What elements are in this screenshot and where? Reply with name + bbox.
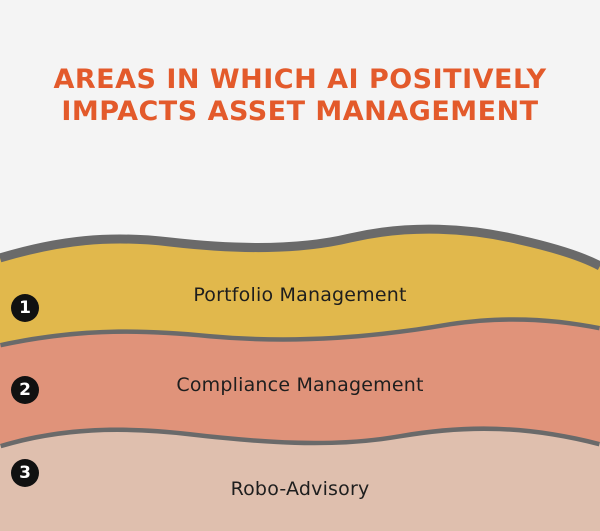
layer-3-label: Robo-Advisory [230,478,370,500]
layer-3-band [0,426,600,531]
layer-1-label: Portfolio Management [193,284,407,306]
layer-1-border [0,224,600,270]
layer-1-number-badge: 1 [11,294,39,322]
layer-1-band [0,229,600,343]
title-line-1: AREAS IN WHICH AI POSITIVELY [53,64,547,95]
page-title: AREAS IN WHICH AI POSITIVELY IMPACTS ASS… [0,64,600,128]
title-line-2: IMPACTS ASSET MANAGEMENT [61,96,539,127]
layer-2-label: Compliance Management [176,374,424,396]
layer-3-border [0,421,600,449]
layer-2-border [0,312,600,348]
layer-2-number-badge: 2 [11,376,39,404]
layer-3-number-badge: 3 [11,459,39,487]
layer-2-band [0,317,600,444]
